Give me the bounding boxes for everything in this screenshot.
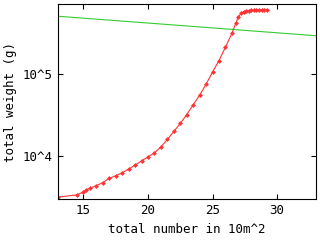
X-axis label: total number in 10m^2: total number in 10m^2 bbox=[108, 223, 266, 236]
Y-axis label: total weight (g): total weight (g) bbox=[4, 42, 17, 162]
